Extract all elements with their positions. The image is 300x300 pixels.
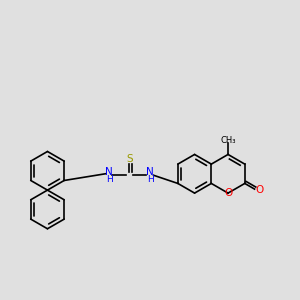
Text: H: H [148,175,154,184]
Text: N: N [146,167,154,177]
Text: O: O [224,188,232,198]
Text: CH₃: CH₃ [220,136,236,145]
Text: H: H [106,175,113,184]
Text: O: O [255,185,263,195]
Text: N: N [104,167,112,177]
Text: S: S [126,154,133,164]
